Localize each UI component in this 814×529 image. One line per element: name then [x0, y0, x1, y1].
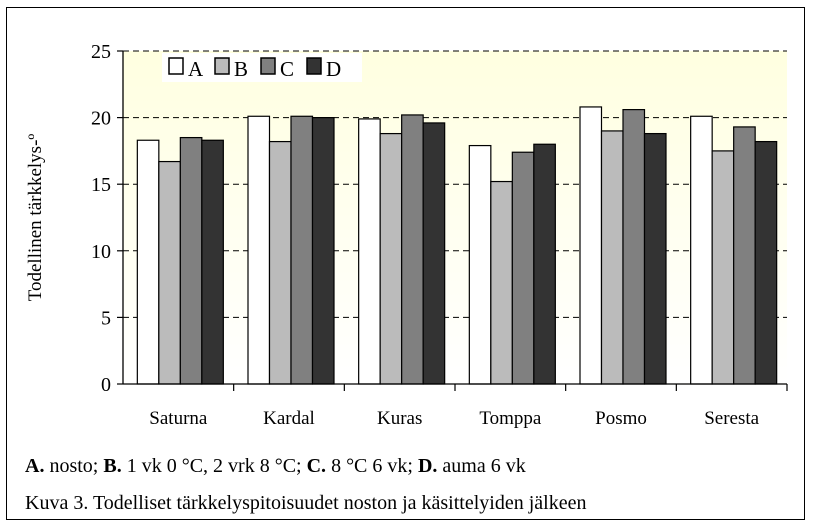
x-tick-label: Saturna	[149, 408, 208, 429]
plot-area	[123, 51, 787, 384]
bar-kuras-d	[422, 122, 446, 385]
x-tick-label: Kardal	[263, 408, 315, 429]
y-tick-label: 25	[91, 41, 111, 63]
bar-tomppa-d	[533, 143, 556, 385]
caption-c-text: 8 °C 6 vk;	[326, 455, 418, 477]
caption-a-text: nosto;	[44, 455, 104, 477]
bar-saturna-a	[136, 139, 160, 385]
caption-c-key: C.	[306, 455, 327, 477]
bar-kuras-b	[379, 132, 403, 385]
legend-label-b: B	[234, 57, 248, 81]
y-tick-label: 20	[91, 108, 111, 130]
bar-posmo-c	[622, 109, 646, 385]
y-tick-label: 10	[91, 241, 111, 263]
legend: A B C D	[162, 53, 362, 82]
bar-saturna-d	[201, 139, 224, 385]
y-tick-label: 5	[101, 307, 111, 329]
bar-chart: 0 5 10 15 20 25 Saturna Kardal Kuras Tomppa Posmo…	[25, 41, 788, 429]
y-axis-label: Todellinen tärkkelys-º	[25, 134, 46, 302]
bar-seresta-c	[733, 126, 756, 385]
x-tick-label: Posmo	[595, 408, 647, 429]
bar-tomppa-c	[511, 151, 535, 385]
bar-kardal-d	[311, 116, 335, 385]
bar-seresta-d	[754, 140, 778, 385]
bar-kardal-a	[247, 115, 271, 385]
legend-swatch-b	[214, 57, 230, 75]
x-tick-label: Kuras	[377, 408, 422, 429]
x-tick-label: Seresta	[704, 408, 759, 429]
bar-kardal-c	[290, 115, 314, 385]
x-tick-labels: Saturna Kardal Kuras Tomppa Posmo Seresta	[149, 408, 759, 429]
bar-seresta-a	[690, 115, 713, 385]
caption-treatments: A. nosto; B. 1 vk 0 °C, 2 vrk 8 °C; C. 8…	[25, 455, 526, 478]
figure-caption: Kuva 3. Todelliset tärkkelyspitoisuudet …	[25, 492, 587, 514]
legend-label-a: A	[188, 57, 204, 81]
legend-swatch-c	[260, 57, 276, 75]
caption-a-key: A.	[25, 455, 45, 477]
caption-d-text: auma 6 vk	[437, 455, 526, 477]
legend-label-c: C	[280, 57, 294, 81]
x-tick-label: Tomppa	[479, 408, 542, 429]
caption-d-key: D.	[417, 455, 438, 477]
bar-posmo-b	[600, 130, 624, 385]
y-tick-label: 0	[101, 374, 111, 396]
bar-kuras-c	[401, 114, 424, 385]
bar-posmo-d	[643, 132, 667, 385]
bar-posmo-a	[579, 106, 603, 385]
bar-seresta-b	[711, 150, 735, 385]
axes	[117, 50, 788, 391]
y-tick-label: 15	[91, 174, 111, 196]
bar-tomppa-a	[468, 144, 492, 385]
bar-kardal-b	[268, 140, 292, 385]
caption-b-key: B.	[103, 455, 122, 477]
figure-frame: 0 5 10 15 20 25 Saturna Kardal Kuras Tomppa Posmo…	[6, 7, 805, 520]
caption-b-text: 1 vk 0 °C, 2 vrk 8 °C;	[121, 455, 307, 477]
bar-saturna-b	[158, 160, 181, 385]
legend-swatch-a	[168, 57, 184, 75]
bar-kuras-a	[358, 118, 381, 385]
bar-tomppa-b	[490, 180, 513, 385]
gridlines	[123, 50, 787, 318]
bar-saturna-c	[179, 136, 203, 385]
legend-label-d: D	[326, 57, 341, 81]
y-tick-labels: 0 5 10 15 20 25	[91, 41, 111, 396]
legend-swatch-d	[306, 57, 322, 75]
